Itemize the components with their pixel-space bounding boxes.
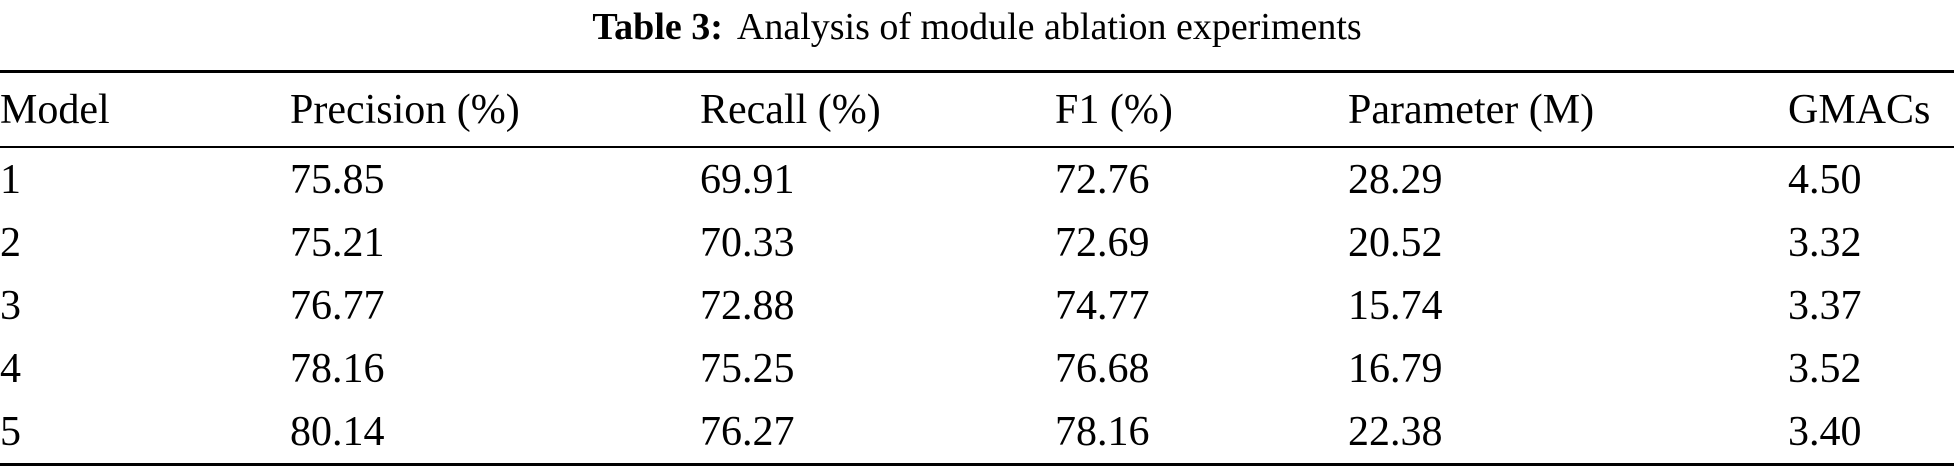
table-row: 5 80.14 76.27 78.16 22.38 3.40 xyxy=(0,400,1954,465)
cell-recall: 72.88 xyxy=(700,282,795,329)
cell-gmacs: 3.52 xyxy=(1788,345,1862,392)
cell-f1: 74.77 xyxy=(1055,282,1150,329)
column-header-parameter: Parameter (M) xyxy=(1348,71,1788,148)
table-caption-label: Table 3: xyxy=(592,6,723,48)
cell-f1: 78.16 xyxy=(1055,408,1150,455)
cell-gmacs: 3.32 xyxy=(1788,219,1862,266)
cell-model: 2 xyxy=(0,219,21,266)
cell-parameter: 20.52 xyxy=(1348,219,1443,266)
cell-f1: 72.76 xyxy=(1055,156,1150,203)
cell-gmacs: 3.40 xyxy=(1788,408,1862,455)
table-row: 4 78.16 75.25 76.68 16.79 3.52 xyxy=(0,337,1954,400)
cell-parameter: 28.29 xyxy=(1348,156,1443,203)
cell-recall: 76.27 xyxy=(700,408,795,455)
cell-recall: 70.33 xyxy=(700,219,795,266)
column-header-gmacs: GMACs xyxy=(1788,71,1954,148)
column-header-precision: Precision (%) xyxy=(290,71,700,148)
cell-model: 3 xyxy=(0,282,21,329)
cell-recall: 75.25 xyxy=(700,345,795,392)
column-header-f1: F1 (%) xyxy=(1055,71,1348,148)
table-row: 2 75.21 70.33 72.69 20.52 3.32 xyxy=(0,211,1954,274)
cell-recall: 69.91 xyxy=(700,156,795,203)
column-header-model: Model xyxy=(0,71,290,148)
cell-precision: 76.77 xyxy=(290,282,385,329)
cell-parameter: 22.38 xyxy=(1348,408,1443,455)
cell-precision: 78.16 xyxy=(290,345,385,392)
cell-f1: 72.69 xyxy=(1055,219,1150,266)
cell-parameter: 15.74 xyxy=(1348,282,1443,329)
column-header-recall: Recall (%) xyxy=(700,71,1055,148)
cell-precision: 75.21 xyxy=(290,219,385,266)
cell-precision: 75.85 xyxy=(290,156,385,203)
table-caption-text: Analysis of module ablation experiments xyxy=(736,6,1362,48)
cell-f1: 76.68 xyxy=(1055,345,1150,392)
table-row: 3 76.77 72.88 74.77 15.74 3.37 xyxy=(0,274,1954,337)
cell-gmacs: 4.50 xyxy=(1788,156,1862,203)
cell-model: 4 xyxy=(0,345,21,392)
cell-model: 1 xyxy=(0,156,21,203)
cell-model: 5 xyxy=(0,408,21,455)
table-caption: Table 3: Analysis of module ablation expe… xyxy=(0,0,1954,70)
ablation-results-table: Model Precision (%) Recall (%) F1 (%) Pa… xyxy=(0,70,1954,466)
cell-gmacs: 3.37 xyxy=(1788,282,1862,329)
header-row: Model Precision (%) Recall (%) F1 (%) Pa… xyxy=(0,71,1954,148)
table-row: 1 75.85 69.91 72.76 28.29 4.50 xyxy=(0,147,1954,211)
cell-precision: 80.14 xyxy=(290,408,385,455)
cell-parameter: 16.79 xyxy=(1348,345,1443,392)
